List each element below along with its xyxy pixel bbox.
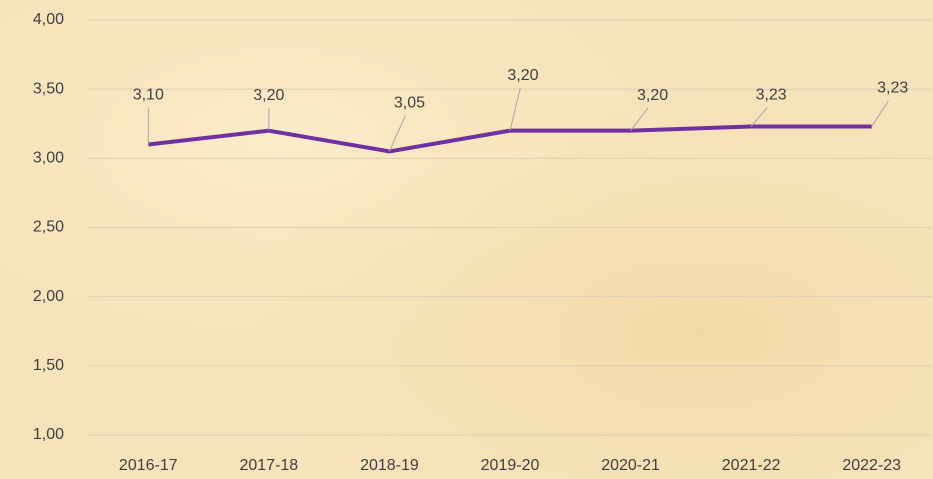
leader-line xyxy=(630,107,649,131)
data-label: 3,23 xyxy=(756,87,787,104)
x-tick-label: 2017-18 xyxy=(239,457,298,474)
x-tick-label: 2022-23 xyxy=(842,457,901,474)
data-label: 3,20 xyxy=(637,87,668,104)
x-tick-label: 2021-22 xyxy=(722,457,781,474)
y-tick-label: 2,00 xyxy=(33,288,64,305)
data-label: 3,10 xyxy=(133,87,164,104)
leader-line xyxy=(750,107,768,127)
x-tick-label: 2016-17 xyxy=(119,457,178,474)
y-tick-label: 3,50 xyxy=(33,80,64,97)
y-tick-label: 1,00 xyxy=(33,426,64,443)
data-label: 3,20 xyxy=(507,67,538,84)
leader-line xyxy=(871,100,889,127)
x-tick-label: 2020-21 xyxy=(601,457,660,474)
leader-line xyxy=(388,115,406,152)
leader-line xyxy=(509,87,521,131)
y-tick-label: 2,50 xyxy=(33,219,64,236)
x-tick-label: 2018-19 xyxy=(360,457,419,474)
data-label: 3,05 xyxy=(394,95,425,112)
y-tick-label: 1,50 xyxy=(33,357,64,374)
x-tick-label: 2019-20 xyxy=(481,457,540,474)
y-tick-label: 3,00 xyxy=(33,150,64,167)
y-tick-label: 4,00 xyxy=(33,11,64,28)
data-label: 3,20 xyxy=(253,87,284,104)
data-label: 3,23 xyxy=(877,80,908,97)
